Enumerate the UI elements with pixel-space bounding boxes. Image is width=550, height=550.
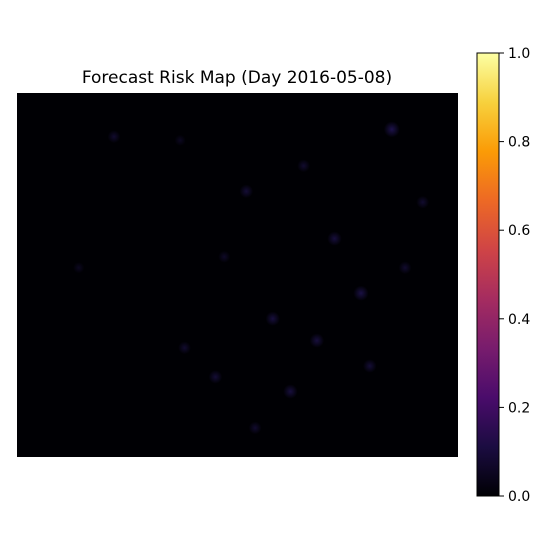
- colorbar: 0.0 0.2 0.4 0.6 0.8 1.0: [476, 46, 530, 505]
- heatmap-hotspot-8: [265, 311, 280, 326]
- colorbar-tick-label-1: 0.2: [508, 400, 530, 416]
- colorbar-ticks: 0.0 0.2 0.4 0.6 0.8 1.0: [499, 46, 530, 505]
- heatmap-hotspot-16: [309, 333, 325, 348]
- chart-title: Forecast Risk Map (Day 2016-05-08): [82, 68, 392, 88]
- heatmap-hotspot-9: [208, 370, 223, 384]
- heatmap-hotspot-6: [383, 121, 400, 138]
- colorbar-tick-label-2: 0.4: [508, 312, 530, 328]
- colorbar-tick-label-3: 0.6: [508, 223, 530, 239]
- heatmap-hotspot-7: [398, 261, 412, 275]
- heatmap-area: [17, 93, 458, 457]
- heatmap-hotspot-13: [416, 195, 430, 209]
- colorbar-tick-label-0: 0.0: [508, 489, 530, 505]
- heatmap-hotspot-3: [297, 159, 311, 173]
- heatmap-background: [17, 93, 458, 457]
- heatmap-hotspot-4: [327, 231, 342, 246]
- heatmap-hotspot-0: [107, 130, 121, 144]
- heatmap-hotspot-15: [248, 421, 262, 435]
- heatmap-hotspot-10: [178, 341, 191, 355]
- colorbar-tick-label-4: 0.8: [508, 135, 530, 151]
- heatmap-hotspot-1: [174, 134, 186, 146]
- heatmap-hotspot-17: [218, 250, 231, 263]
- heatmap-hotspot-5: [353, 285, 369, 301]
- heatmap-hotspot-11: [283, 384, 298, 399]
- heatmap-hotspots: [73, 121, 430, 435]
- heatmap-hotspot-12: [363, 359, 377, 373]
- heatmap-hotspot-2: [239, 184, 254, 199]
- heatmap-hotspot-14: [73, 262, 85, 274]
- colorbar-tick-label-5: 1.0: [508, 46, 530, 62]
- colorbar-gradient: [476, 52, 500, 497]
